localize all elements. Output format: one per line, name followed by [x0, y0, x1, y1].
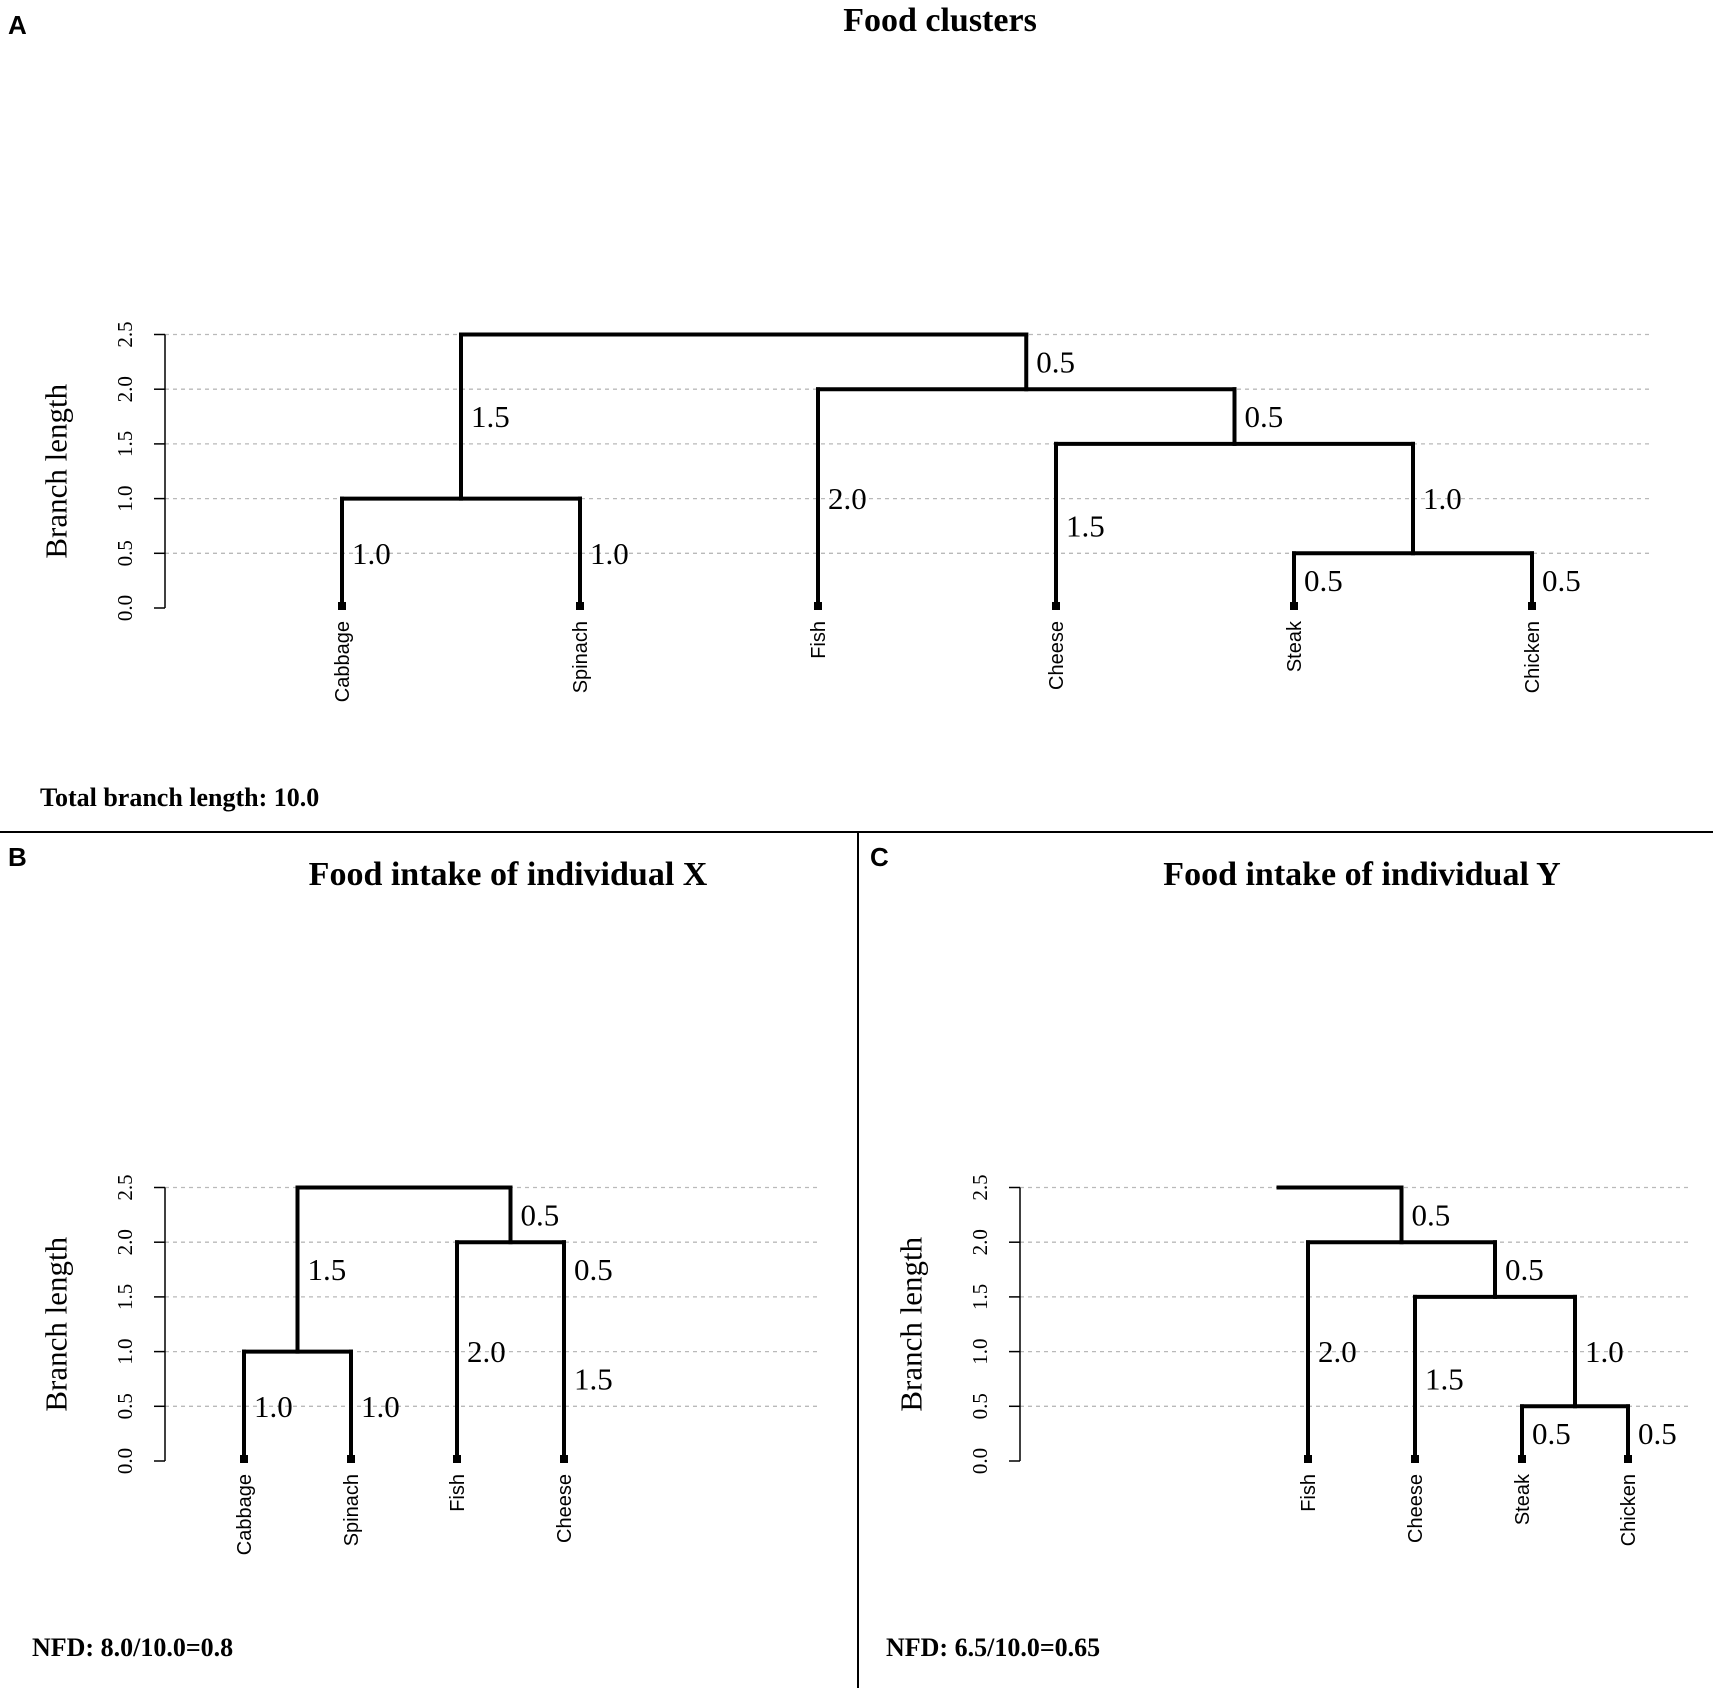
- leaf-label: Fish: [447, 1474, 469, 1512]
- panel-a-letter: A: [8, 10, 27, 40]
- leaf-label: Steak: [1512, 1473, 1534, 1525]
- branch-length-label: 1.0: [352, 536, 391, 571]
- panel-b-footer: NFD: 8.0/10.0=0.8: [32, 1633, 233, 1662]
- y-axis-label: Branch length: [39, 1236, 74, 1411]
- branch-length-label: 0.5: [1245, 399, 1284, 434]
- y-tick-label: 2.0: [968, 1229, 992, 1255]
- y-tick-label: 0.5: [113, 1393, 137, 1419]
- y-tick-label: 2.0: [113, 1229, 137, 1255]
- branch-length-label: 0.5: [1036, 344, 1075, 379]
- leaf-label: Chicken: [1522, 621, 1544, 693]
- y-tick-label: 2.5: [113, 1174, 137, 1200]
- y-tick-label: 1.0: [968, 1338, 992, 1364]
- branch-length-label: 0.5: [1412, 1197, 1451, 1232]
- branch-length-label: 1.5: [1425, 1361, 1464, 1396]
- leaf-label: Spinach: [570, 621, 592, 693]
- leaf-label: Cheese: [1405, 1474, 1427, 1543]
- leaf-label: Cabbage: [332, 621, 354, 702]
- leaf-label: Chicken: [1618, 1474, 1640, 1546]
- branch-length-label: 0.5: [521, 1197, 560, 1232]
- y-tick-label: 0.0: [113, 1448, 137, 1474]
- branch-length-label: 2.0: [828, 481, 867, 516]
- panel-c-footer: NFD: 6.5/10.0=0.65: [886, 1633, 1100, 1662]
- branch-length-label: 2.0: [467, 1334, 506, 1369]
- y-tick-label: 2.5: [968, 1174, 992, 1200]
- branch-length-label: 1.0: [254, 1389, 293, 1424]
- branch-length-label: 1.0: [361, 1389, 400, 1424]
- y-tick-label: 1.0: [113, 485, 137, 511]
- y-tick-label: 1.5: [113, 1284, 137, 1310]
- y-tick-label: 1.0: [113, 1338, 137, 1364]
- y-tick-label: 1.5: [113, 431, 137, 457]
- leaf-label: Cheese: [554, 1474, 576, 1543]
- branch-length-label: 1.5: [574, 1361, 613, 1396]
- y-tick-label: 0.5: [968, 1393, 992, 1419]
- branch-length-label: 1.5: [1066, 508, 1105, 543]
- panel-b-letter: B: [8, 842, 27, 872]
- branch-length-label: 0.5: [574, 1252, 613, 1287]
- y-tick-label: 1.5: [968, 1284, 992, 1310]
- branch-length-label: 0.5: [1304, 563, 1343, 598]
- y-tick-label: 0.0: [113, 595, 137, 621]
- branch-length-label: 0.5: [1532, 1416, 1571, 1451]
- leaf-label: Spinach: [341, 1474, 363, 1546]
- panel-a-footer: Total branch length: 10.0: [40, 783, 319, 812]
- leaf-label: Steak: [1284, 620, 1306, 672]
- branch-length-label: 1.0: [1585, 1334, 1624, 1369]
- panel-b-dendrogram: 0.0 0.5 1.0 1.5 2.0 2.5 Branch length Cabbage Sp…: [39, 1174, 820, 1555]
- y-tick-label: 0.0: [968, 1448, 992, 1474]
- y-tick-label: 2.5: [113, 321, 137, 347]
- branch-length-label: 1.0: [1423, 481, 1462, 516]
- branch-length-label: 0.5: [1542, 563, 1581, 598]
- panel-a-title: Food clusters: [843, 2, 1037, 39]
- y-tick-label: 0.5: [113, 540, 137, 566]
- leaf-label: Fish: [808, 621, 830, 659]
- branch-length-label: 2.0: [1318, 1334, 1357, 1369]
- panel-b-title: Food intake of individual X: [309, 856, 708, 893]
- leaf-label: Cheese: [1046, 621, 1068, 690]
- y-tick-label: 2.0: [113, 376, 137, 402]
- panel-c-letter: C: [870, 842, 889, 872]
- branch-length-label: 1.5: [308, 1252, 347, 1287]
- branch-length-label: 1.5: [471, 399, 510, 434]
- panel-c-title: Food intake of individual Y: [1163, 856, 1560, 893]
- leaf-label: Fish: [1298, 1474, 1320, 1512]
- branch-length-label: 0.5: [1505, 1252, 1544, 1287]
- y-axis-label: Branch length: [39, 383, 74, 558]
- branch-length-label: 1.0: [590, 536, 629, 571]
- y-axis-label: Branch length: [894, 1236, 929, 1411]
- panel-c-dendrogram: 0.0 0.5 1.0 1.5 2.0 2.5 Branch length Fish Chees…: [894, 1174, 1690, 1546]
- panel-a-dendrogram: 0.0 0.5 1.0 1.5 2.0 2.5 Branch length Cabbage Sp…: [39, 321, 1650, 702]
- branch-length-label: 0.5: [1638, 1416, 1677, 1451]
- leaf-label: Cabbage: [234, 1474, 256, 1555]
